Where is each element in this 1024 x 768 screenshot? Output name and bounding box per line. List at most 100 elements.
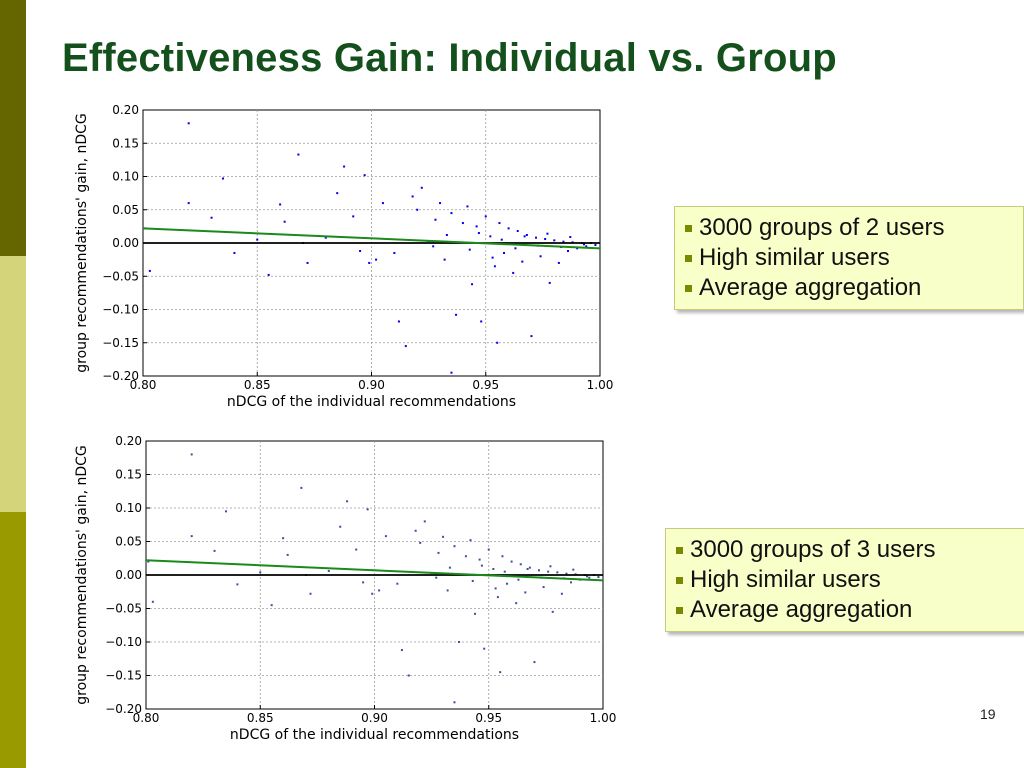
data-point [533,661,536,664]
data-point [551,610,554,613]
data-point [565,572,568,575]
data-point [455,313,458,316]
data-point [487,548,490,551]
data-point [283,220,286,223]
x-tick-label: 0.90 [361,711,388,725]
data-point [224,510,227,513]
data-point [190,535,193,538]
data-point [515,602,518,605]
data-point [471,580,474,583]
data-point [523,235,526,238]
data-point [416,208,419,211]
x-tick-label: 0.80 [133,711,160,725]
data-point [597,576,600,579]
data-point [546,232,549,235]
y-tick-label: 0.00 [115,568,142,582]
data-point [210,216,213,219]
data-point [187,202,190,205]
callout-item-text: 3000 groups of 3 users [690,536,936,563]
data-point [466,205,469,208]
data-point [464,555,467,558]
data-point [286,553,289,556]
data-point [594,243,597,246]
data-point [366,508,369,511]
x-tick-label: 0.85 [247,711,274,725]
data-point [484,215,487,218]
data-point [221,177,224,180]
callout-item: Average aggregation [676,595,1016,625]
x-tick-label: 1.00 [590,711,617,725]
data-point [439,202,442,205]
data-point [475,225,478,228]
data-point [480,320,483,323]
data-point [236,583,239,586]
data-point [586,575,589,578]
data-point [352,215,355,218]
data-point [567,249,570,252]
callout-item-text: High similar users [690,566,881,593]
data-point [397,320,400,323]
slide-title: Effectiveness Gain: Individual vs. Group [62,36,837,80]
data-point [569,236,572,239]
trend-line [145,559,604,582]
data-point [525,234,528,237]
data-point [147,560,150,563]
x-tick-label: 0.85 [244,378,271,392]
data-point [501,555,504,558]
data-point [516,230,519,233]
data-point [506,582,509,585]
data-point [528,566,531,569]
data-point [267,273,270,276]
data-point [480,564,483,567]
data-point [538,569,541,572]
data-point [363,174,366,177]
callout-item-text: Average aggregation [690,596,913,623]
data-point [493,265,496,268]
data-point [404,345,407,348]
square-bullet-icon [676,606,683,614]
y-tick-label: 0.00 [112,236,139,250]
callout-two-user-groups: 3000 groups of 2 users High similar user… [674,206,1024,310]
data-point [512,271,515,274]
data-point [446,589,449,592]
data-point [507,227,510,230]
data-point [524,591,527,594]
side-band-middle [0,256,26,512]
data-point [496,596,499,599]
data-point [468,248,471,251]
scatter-chart-1: 0.80 0.85 0.90 0.95 1.00 0.20 0.15 0.10 0.05 0.00… [74,103,613,410]
callout-item: High similar users [685,243,1015,273]
data-point [474,612,477,615]
callout-item: Average aggregation [685,273,1015,303]
data-point [491,256,494,259]
data-point [259,571,262,574]
data-point [190,453,193,456]
data-point [435,576,438,579]
data-point [469,539,472,542]
y-tick-label: −0.05 [105,602,142,616]
x-axis-label: nDCG of the individual recommendations [230,727,519,743]
square-bullet-icon [685,284,692,292]
y-axis-label: group recommendations' gain, nDCG [74,445,90,704]
callout-item-text: High similar users [699,244,890,271]
data-point [517,578,520,581]
data-point [324,236,327,239]
data-point [233,251,236,254]
data-point [453,545,456,548]
y-tick-label: 0.20 [112,103,139,117]
square-bullet-icon [676,576,683,584]
y-tick-label: −0.15 [102,336,139,350]
data-point [503,570,506,573]
y-tick-label: 0.10 [115,501,142,515]
side-band-top [0,0,26,256]
data-point [339,525,342,528]
data-point [448,566,451,569]
data-point [443,258,446,261]
data-point [478,558,481,561]
data-point [477,232,480,235]
y-tick-label: −0.05 [102,269,139,283]
trend-line [142,227,601,250]
data-point [148,269,151,272]
data-point [562,240,565,243]
data-point [492,567,495,570]
